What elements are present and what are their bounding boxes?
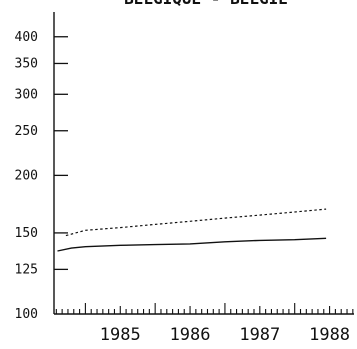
x-tick-label: 1986 — [170, 325, 211, 345]
chart-title: BELGIQUE - BELGIË — [124, 0, 288, 8]
x-tick-labels: 1985 1986 1987 1988 — [100, 325, 350, 345]
y-tick-label: 150 — [15, 226, 38, 241]
series-line-1 — [65, 208, 327, 237]
y-tick-label: 300 — [15, 87, 38, 102]
y-tick-label: 400 — [15, 30, 38, 45]
y-tick-label: 250 — [15, 124, 38, 139]
series-line-2 — [57, 237, 327, 252]
y-tick-label: 125 — [15, 262, 38, 277]
x-tick-label: 1988 — [309, 325, 350, 345]
y-tick-label: 100 — [15, 307, 38, 322]
x-tick-label: 1985 — [100, 325, 141, 345]
y-ticks: 100 125 150 200 250 300 350 400 — [15, 30, 68, 322]
x-tick-label: 1987 — [239, 325, 280, 345]
series-group — [57, 208, 327, 252]
y-tick-label: 350 — [15, 56, 38, 71]
x-ticks — [55, 303, 354, 314]
y-tick-label: 200 — [15, 168, 38, 183]
